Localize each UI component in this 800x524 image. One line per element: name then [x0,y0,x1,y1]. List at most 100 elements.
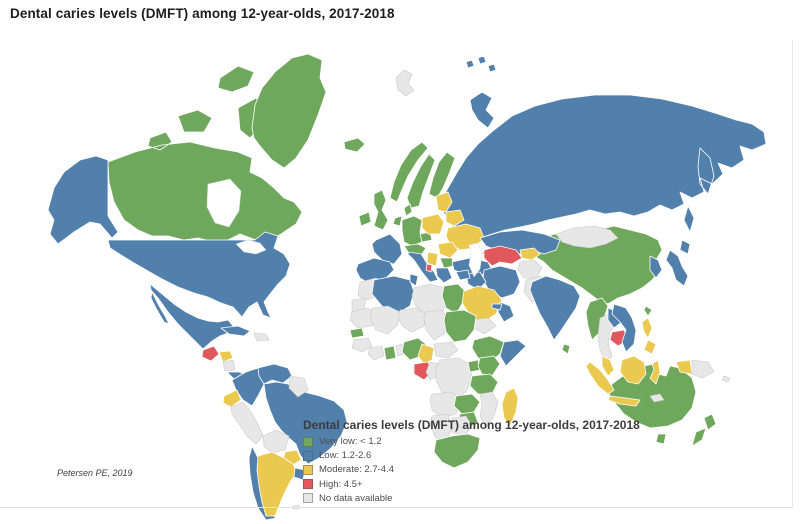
region-france[interactable]: France [371,233,403,265]
region-peru[interactable]: Peru [230,401,264,445]
region-india[interactable]: India [529,275,581,341]
region-south-africa[interactable]: South Africa [433,433,481,469]
region-angola[interactable]: Angola [429,391,461,419]
region-bolivia[interactable]: Bolivia [262,429,290,454]
map-frame-right-border [792,40,793,508]
region-sweden[interactable]: Sweden [406,153,436,209]
region-nicaragua[interactable]: Nicaragua [222,359,236,372]
region-cuba[interactable]: Cuba [220,325,251,337]
region-balkans[interactable]: Hungary / Serbia [426,251,439,267]
map-legend: Dental caries levels (DMFT) among 12-yea… [303,418,640,507]
legend-item-low: Low: 1.2-2.6 [303,450,640,461]
region-zambia[interactable]: Zambia [453,393,481,415]
region-timor[interactable]: Timor [649,393,665,403]
region-niger[interactable]: Niger [397,307,427,333]
region-senegal[interactable]: Senegal [349,327,365,339]
region-kenya[interactable]: Kenya [477,355,501,377]
region-russia[interactable]: Russia [439,55,767,241]
legend-item-very-low: Very low: < 1.2 [303,436,640,447]
region-png[interactable]: Papua New Guinea [691,359,715,379]
region-venezuela[interactable]: Venezuela [257,363,293,385]
region-new-zealand[interactable]: New Zealand [691,413,717,447]
region-afghanistan[interactable]: Afghanistan [517,259,543,279]
region-drc[interactable]: DR Congo [435,357,473,399]
map-frame-bottom-border [0,507,792,508]
region-belarus[interactable]: Belarus [445,209,465,227]
region-botswana[interactable]: Botswana [451,415,473,437]
region-indonesia[interactable]: Indonesia [585,355,693,407]
page-title: Dental caries levels (DMFT) among 12-yea… [10,6,395,21]
no-data-color-swatch [303,493,313,504]
region-ivory-coast[interactable]: Côte d'Ivoire [367,345,385,361]
region-germany[interactable]: Germany [401,215,423,247]
region-uzbek-turkmen[interactable]: Turkmenistan / Uzbekistan [483,245,523,267]
legend-title: Dental caries levels (DMFT) among 12-yea… [303,418,640,432]
region-egypt[interactable]: Egypt [441,283,465,315]
region-swiss-austria[interactable]: Switzerland / Austria [403,243,427,255]
region-algeria[interactable]: Algeria [371,275,415,315]
region-chad[interactable]: Chad [423,309,449,341]
region-korea[interactable]: Korea [649,255,663,279]
legend-label: No data available [319,492,393,504]
region-mali[interactable]: Mali [369,305,401,335]
legend-label: High: 4.5+ [319,478,363,490]
region-greenland[interactable]: Greenland [251,53,327,169]
region-svalbard[interactable]: Svalbard [395,69,415,97]
region-colombia[interactable]: Colombia [231,367,269,407]
region-argentina[interactable]: Argentina [256,451,298,517]
legend-label: Very low: < 1.2 [319,436,382,447]
moderate-color-swatch [303,464,313,475]
region-taiwan[interactable]: Taiwan [643,305,653,317]
region-benelux[interactable]: Netherlands / Belgium [392,215,403,227]
region-car[interactable]: Central African Republic [433,341,459,359]
region-albania[interactable]: Albania [425,263,433,273]
region-guatemala[interactable]: Guatemala [201,345,220,362]
region-uk[interactable]: United Kingdom [373,189,389,231]
region-kyrgyz-tajik[interactable]: Kyrgyzstan / Tajikistan [519,247,541,261]
region-mozambique[interactable]: Mozambique [479,391,499,429]
region-greece[interactable]: Greece [435,267,453,284]
region-ireland[interactable]: Ireland [358,211,372,227]
region-madagascar[interactable]: Madagascar [501,387,519,427]
region-ecuador[interactable]: Ecuador [222,389,242,408]
region-honduras[interactable]: Honduras [218,350,234,363]
region-mauritania[interactable]: Mauritania [349,307,377,329]
region-guyanas[interactable]: Guyana / Suriname [288,375,309,398]
region-oman[interactable]: Oman [497,301,515,323]
region-norway[interactable]: Norway [389,141,429,203]
region-malaysia[interactable]: Malaysia [601,355,615,377]
region-syria[interactable]: Syria [455,269,471,281]
region-baltics[interactable]: Baltic States [435,191,453,213]
attribution-text: Petersen PE, 2019 [57,468,133,478]
legend-item-no-data: No data available [303,493,640,504]
great-lakes [235,239,267,255]
region-solomon[interactable]: Solomon Islands [721,375,731,383]
region-mexico[interactable]: Mexico [149,283,235,350]
region-philippines[interactable]: Philippines [641,317,657,355]
region-sudan[interactable]: Sudan [443,309,477,343]
region-tanzania[interactable]: Tanzania [469,373,499,395]
region-vietnam[interactable]: Vietnam [611,303,637,353]
region-uae[interactable]: United Arab Emirates [491,303,503,311]
legend-item-moderate: Moderate: 2.7-4.4 [303,464,640,475]
very-low-color-swatch [303,436,313,447]
region-mongolia[interactable]: Mongolia [555,225,619,249]
region-usa[interactable]: United States [47,155,291,319]
caspian-sea [468,242,483,278]
region-ghana[interactable]: Ghana [383,345,397,361]
region-denmark[interactable]: Denmark [403,203,413,217]
region-hispaniola[interactable]: Haiti / Dominican Republic [253,332,270,342]
region-somalia[interactable]: Somalia [499,339,527,367]
region-romania[interactable]: Romania / Moldova [437,241,459,259]
high-color-swatch [303,479,313,490]
legend-label: Moderate: 2.7-4.4 [319,464,394,476]
legend-item-high: High: 4.5+ [303,479,640,490]
region-tunisia[interactable]: Tunisia [409,273,419,287]
region-sri-lanka[interactable]: Sri Lanka [561,343,571,355]
region-iceland[interactable]: Iceland [343,137,366,153]
region-japan[interactable]: Japan [665,239,691,287]
region-poland[interactable]: Poland [421,213,445,235]
hudson-bay [206,178,242,228]
region-guinea[interactable]: Guinea [351,337,373,353]
